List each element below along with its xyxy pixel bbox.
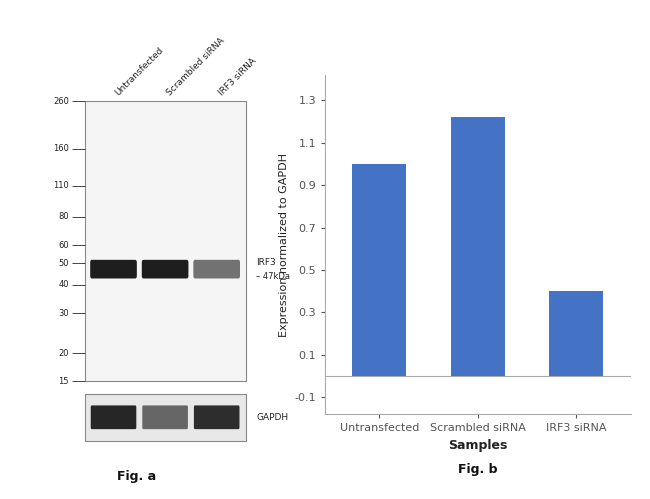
Text: Fig. b: Fig. b (458, 463, 497, 476)
Text: 40: 40 (58, 280, 69, 289)
Bar (549, 291, 603, 376)
Text: Fig. a: Fig. a (117, 470, 156, 484)
Text: 260: 260 (53, 97, 69, 106)
Bar (450, 117, 505, 376)
Text: 60: 60 (58, 241, 69, 250)
Text: 80: 80 (58, 213, 69, 222)
Text: Scrambled siRNA: Scrambled siRNA (165, 36, 226, 97)
Text: 160: 160 (53, 144, 69, 153)
Text: IRF3 siRNA: IRF3 siRNA (216, 56, 257, 97)
FancyBboxPatch shape (193, 260, 240, 278)
FancyBboxPatch shape (90, 260, 137, 278)
FancyBboxPatch shape (142, 405, 188, 429)
Bar (84, 394, 246, 441)
Text: 30: 30 (58, 309, 69, 318)
Text: IRF3: IRF3 (256, 258, 276, 267)
Text: 50: 50 (58, 258, 69, 267)
Text: 15: 15 (58, 377, 69, 386)
Bar (84, 101, 246, 381)
Text: Untransfected: Untransfected (114, 45, 165, 97)
FancyBboxPatch shape (194, 405, 239, 429)
Text: 20: 20 (58, 348, 69, 357)
FancyBboxPatch shape (142, 260, 188, 278)
FancyBboxPatch shape (91, 405, 136, 429)
Text: – 47kDa: – 47kDa (256, 272, 290, 281)
Bar (352, 164, 406, 376)
Text: GAPDH: GAPDH (256, 413, 288, 422)
Text: 110: 110 (53, 181, 69, 190)
X-axis label: Samples: Samples (448, 439, 508, 452)
Y-axis label: Expression normalized to GAPDH: Expression normalized to GAPDH (279, 153, 289, 336)
